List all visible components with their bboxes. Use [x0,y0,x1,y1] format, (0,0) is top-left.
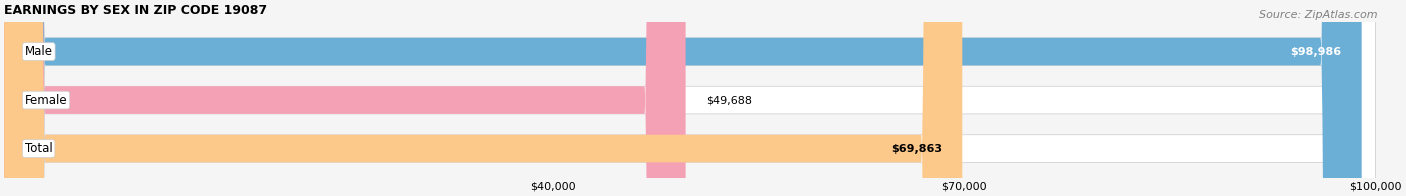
Text: Female: Female [25,93,67,107]
Text: Total: Total [25,142,52,155]
FancyBboxPatch shape [4,0,686,196]
Text: $49,688: $49,688 [706,95,752,105]
FancyBboxPatch shape [4,0,1375,196]
Text: Male: Male [25,45,53,58]
Text: $69,863: $69,863 [891,144,942,154]
Text: $98,986: $98,986 [1289,47,1341,57]
FancyBboxPatch shape [4,0,1375,196]
FancyBboxPatch shape [4,0,962,196]
FancyBboxPatch shape [4,0,1361,196]
Text: Source: ZipAtlas.com: Source: ZipAtlas.com [1260,10,1378,20]
Text: EARNINGS BY SEX IN ZIP CODE 19087: EARNINGS BY SEX IN ZIP CODE 19087 [4,4,267,17]
FancyBboxPatch shape [4,0,1375,196]
